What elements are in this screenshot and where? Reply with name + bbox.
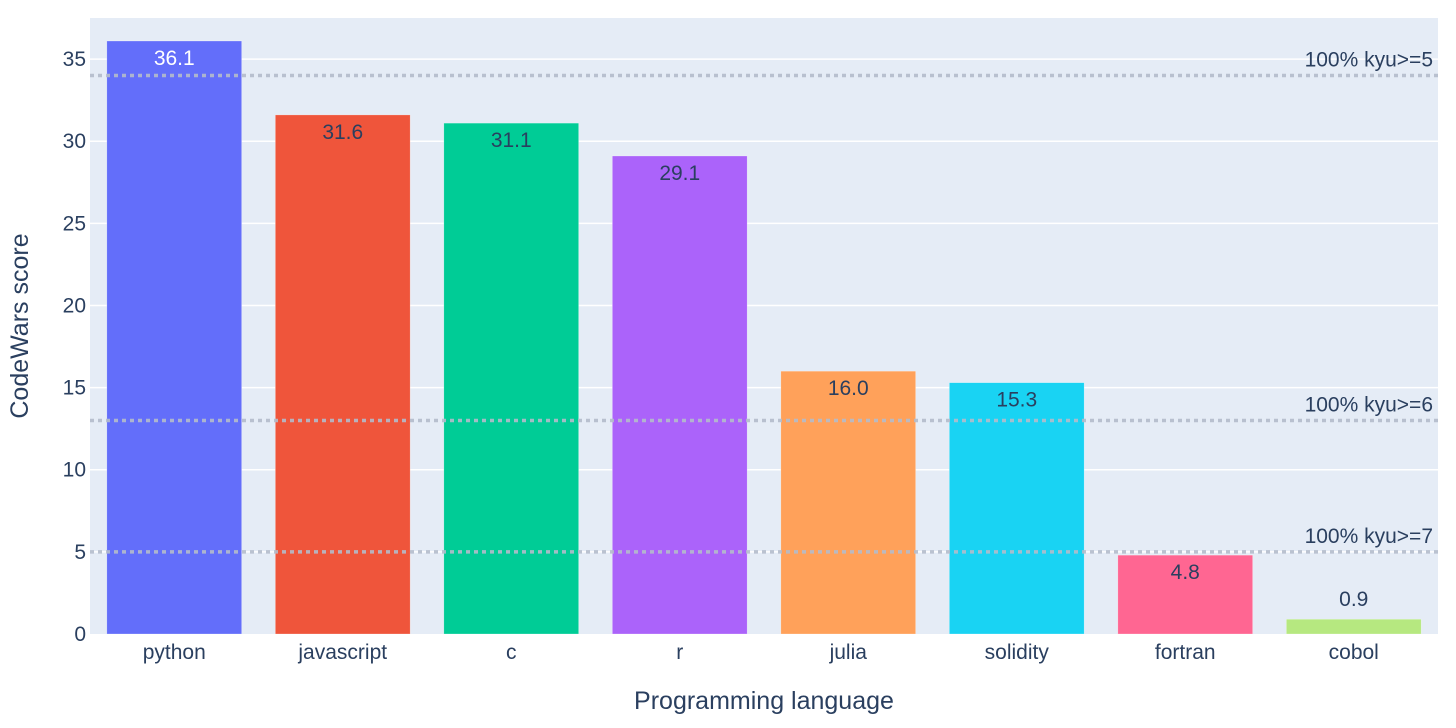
bar-value-label-c: 31.1	[491, 129, 532, 152]
reference-line-label: 100% kyu>=7	[1305, 525, 1433, 548]
bar-fortran	[1117, 554, 1253, 635]
bar-value-label-solidity: 15.3	[996, 389, 1037, 412]
x-tick-label-fortran: fortran	[1155, 641, 1216, 664]
x-axis-tick-labels: python javascript c r julia solidity fortran co…	[143, 641, 1379, 664]
y-axis-title: CodeWars score	[6, 233, 34, 418]
bar-solidity	[949, 382, 1085, 635]
x-tick-label-solidity: solidity	[985, 641, 1050, 664]
x-tick-label-julia: julia	[829, 641, 868, 664]
bars	[106, 40, 1422, 635]
y-tick-label: 10	[63, 459, 86, 482]
y-axis-tick-labels: 0 5 10 15 20 25 30 35	[63, 48, 86, 646]
x-tick-label-cobol: cobol	[1329, 641, 1379, 664]
x-tick-label-c: c	[506, 641, 517, 664]
y-tick-label: 35	[63, 48, 86, 71]
bar-value-label-r: 29.1	[659, 162, 700, 185]
bar-value-labels: 36.1 31.6 31.1 29.1 16.0 15.3 4.8 0.9	[154, 47, 1369, 611]
bar-c	[443, 122, 579, 635]
reference-line-label: 100% kyu>=6	[1305, 393, 1433, 416]
bar-value-label-fortran: 4.8	[1171, 561, 1200, 584]
y-tick-label: 20	[63, 294, 86, 317]
x-tick-label-python: python	[143, 641, 206, 664]
reference-lines: 100% kyu>=5 100% kyu>=6 100% kyu>=7	[90, 48, 1438, 554]
x-axis-title: Programming language	[634, 687, 894, 715]
reference-line-label: 100% kyu>=5	[1305, 48, 1433, 71]
x-tick-label-javascript: javascript	[297, 641, 387, 664]
y-tick-label: 0	[74, 623, 86, 646]
y-tick-label: 15	[63, 377, 86, 400]
y-tick-label: 25	[63, 212, 86, 235]
bar-r	[612, 155, 748, 635]
y-tick-label: 30	[63, 130, 86, 153]
bar-python	[106, 40, 242, 635]
x-tick-label-r: r	[676, 641, 683, 664]
bar-value-label-javascript: 31.6	[322, 121, 363, 144]
y-tick-label: 5	[74, 541, 86, 564]
bar-value-label-julia: 16.0	[828, 377, 869, 400]
bar-value-label-cobol: 0.9	[1339, 588, 1368, 611]
bar-julia	[780, 370, 916, 635]
bar-javascript	[275, 114, 411, 635]
bar-cobol	[1286, 618, 1422, 635]
bar-value-label-python: 36.1	[154, 47, 195, 70]
